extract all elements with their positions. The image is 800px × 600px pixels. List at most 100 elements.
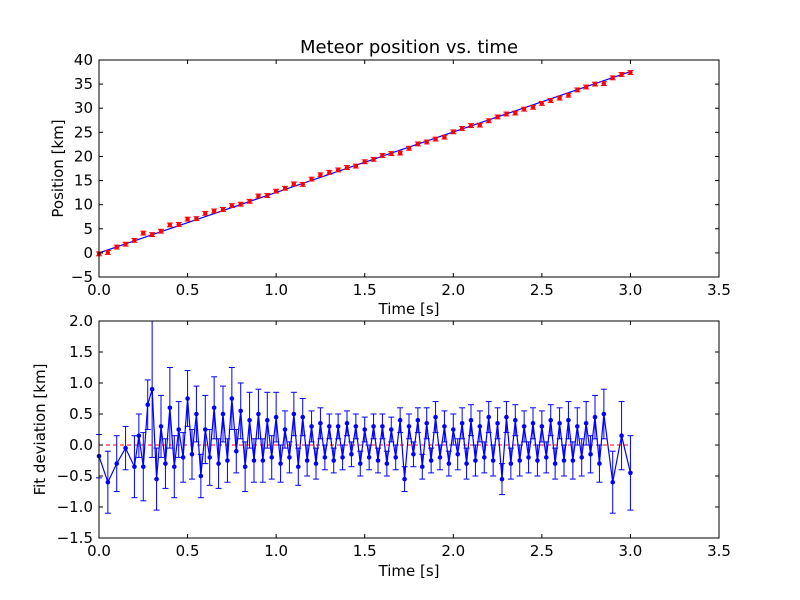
position-data-point — [575, 87, 580, 93]
position-data-point — [442, 134, 447, 140]
position-data-point — [353, 163, 359, 169]
deviation-data-point — [530, 421, 536, 426]
deviation-data-point — [185, 396, 190, 401]
deviation-data-point — [140, 464, 146, 470]
deviation-data-point — [543, 455, 549, 460]
deviation-data-point — [238, 408, 244, 414]
deviation-data-point — [535, 458, 540, 463]
position-data-point — [406, 146, 412, 151]
deviation-data-point — [313, 461, 319, 466]
position-data-point — [362, 159, 367, 164]
position-data-point — [371, 157, 376, 162]
position-x-axis-label: Time [s] — [378, 300, 440, 318]
position-y-tick-label: 5 — [83, 220, 93, 238]
deviation-data-point — [574, 424, 580, 429]
deviation-data-point — [304, 458, 310, 463]
position-data-point — [158, 228, 164, 234]
deviation-data-point — [295, 464, 301, 470]
position-data-point — [300, 182, 305, 187]
position-data-point — [459, 126, 465, 131]
position-data-point — [194, 216, 199, 221]
position-plot-title: Meteor position vs. time — [300, 37, 518, 58]
deviation-data-point — [371, 424, 376, 429]
position-data-point — [256, 193, 261, 199]
position-data-point — [601, 81, 607, 86]
deviation-data-point — [269, 455, 275, 460]
deviation-y-tick-label: 0.0 — [69, 436, 93, 454]
deviation-data-point — [220, 411, 226, 417]
position-data-point — [247, 199, 252, 204]
deviation-data-point — [207, 455, 213, 460]
deviation-data-point — [158, 424, 164, 429]
deviation-data-point — [495, 421, 500, 426]
position-data-point — [521, 106, 527, 112]
deviation-data-point — [229, 396, 235, 401]
deviation-data-point — [561, 458, 567, 463]
deviation-data-point — [548, 417, 554, 423]
deviation-points-layer — [96, 320, 634, 514]
deviation-data-point — [149, 386, 155, 392]
position-data-point — [273, 188, 279, 194]
deviation-data-point — [539, 424, 545, 429]
deviation-data-point — [455, 452, 461, 457]
position-data-point — [628, 70, 633, 75]
position-x-tick-label: 2.0 — [441, 281, 465, 299]
position-data-point — [513, 110, 518, 116]
deviation-data-point — [349, 452, 354, 457]
deviation-axes-layer: 0.0 0.5 1.0 1.5 2.0 2.5 3.0 3.5 −1.5 −1.0 −0.5 0.0 0… — [57, 312, 731, 560]
position-data-point — [309, 176, 314, 182]
position-data-point — [141, 230, 146, 236]
deviation-data-point — [105, 479, 111, 485]
deviation-data-point — [123, 445, 128, 451]
position-data-point — [433, 136, 438, 142]
position-y-tick-label: 40 — [74, 51, 93, 69]
position-data-point — [495, 114, 500, 120]
deviation-data-point — [278, 461, 283, 466]
position-data-point — [539, 101, 545, 106]
deviation-data-point — [264, 417, 270, 423]
position-data-point — [344, 165, 350, 170]
deviation-data-point — [198, 473, 204, 479]
position-data-point — [477, 122, 483, 128]
position-data-point — [451, 129, 456, 135]
deviation-data-point — [282, 427, 288, 432]
deviation-data-point — [521, 424, 527, 429]
position-data-point — [415, 141, 421, 147]
deviation-data-point — [309, 424, 314, 429]
deviation-data-point — [406, 424, 412, 429]
deviation-y-tick-label: 1.5 — [69, 343, 93, 361]
position-x-tick-label: 0.0 — [87, 281, 111, 299]
deviation-data-point — [344, 421, 350, 426]
deviation-y-tick-label: −1.5 — [57, 529, 93, 547]
deviation-x-tick-label: 2.0 — [441, 542, 465, 560]
deviation-data-point — [481, 455, 487, 460]
position-plot: 0.0 0.5 1.0 1.5 2.0 2.5 3.0 3.5 −5 0 5 10 15 20 25 30 35… — [49, 37, 731, 318]
deviation-data-point — [247, 417, 252, 423]
deviation-data-point — [437, 455, 443, 460]
position-data-point — [185, 216, 190, 222]
position-data-point — [105, 250, 111, 255]
position-y-tick-label: −5 — [71, 268, 93, 286]
deviation-data-point — [176, 427, 182, 432]
deviation-data-point — [331, 458, 337, 463]
deviation-data-point — [557, 421, 562, 426]
position-x-tick-label: 1.0 — [264, 281, 288, 299]
deviation-y-axis-label: Fit deviation [km] — [31, 364, 49, 496]
position-y-axis-label: Position [km] — [49, 119, 67, 217]
deviation-data-point — [256, 411, 261, 417]
position-data-point — [265, 193, 270, 198]
deviation-data-point — [322, 455, 328, 460]
position-data-point — [114, 244, 119, 250]
deviation-x-tick-label: 3.5 — [707, 542, 731, 560]
deviation-data-point — [357, 461, 363, 466]
position-data-point — [548, 98, 553, 103]
deviation-data-point — [375, 458, 381, 463]
position-data-point — [176, 222, 181, 227]
deviation-x-axis-label: Time [s] — [378, 562, 440, 580]
position-x-tick-label: 3.5 — [707, 281, 731, 299]
deviation-data-point — [287, 455, 292, 460]
deviation-data-point — [610, 479, 616, 485]
deviation-data-point — [233, 448, 239, 454]
position-data-point — [335, 167, 341, 173]
deviation-data-point — [189, 452, 195, 457]
